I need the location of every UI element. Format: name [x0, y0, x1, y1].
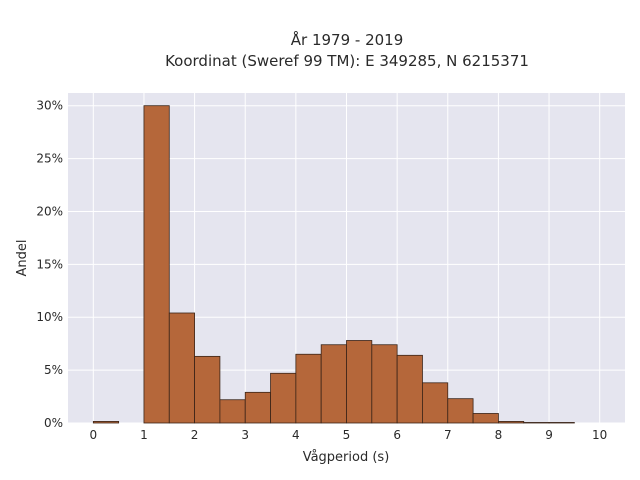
x-tick-label: 1 [140, 428, 148, 442]
histogram-bar [346, 340, 373, 424]
y-tick-label: 15% [36, 257, 63, 271]
x-tick-label: 10 [592, 428, 607, 442]
bars [92, 105, 575, 424]
x-tick-label: 7 [444, 428, 452, 442]
histogram-bar [498, 421, 525, 424]
x-tick-label: 5 [343, 428, 351, 442]
y-tick-label: 5% [44, 363, 63, 377]
histogram-bar [92, 421, 120, 424]
chart-title-line1: År 1979 - 2019 [291, 30, 404, 49]
y-tick-label: 25% [36, 152, 63, 166]
histogram-bar [295, 353, 322, 424]
x-tick-label: 9 [545, 428, 553, 442]
histogram-bar [371, 344, 398, 424]
y-axis-label: Andel [15, 240, 30, 277]
histogram-bar [143, 105, 170, 424]
x-axis-ticks: 0 1 2 3 4 5 6 7 8 9 10 [89, 428, 607, 442]
y-tick-label: 20% [36, 204, 63, 218]
x-tick-label: 8 [495, 428, 503, 442]
histogram-bar [244, 391, 271, 424]
histogram-bar [320, 344, 347, 424]
x-tick-label: 2 [191, 428, 199, 442]
histogram-bar [523, 422, 550, 424]
x-tick-label: 4 [292, 428, 300, 442]
y-axis-ticks: 0% 5% 10% 15% 20% 25% 30% [36, 99, 63, 430]
histogram-bar [422, 382, 449, 424]
x-tick-label: 3 [241, 428, 249, 442]
x-tick-label: 6 [393, 428, 401, 442]
histogram-bar [447, 398, 474, 424]
histogram-bar [548, 422, 575, 424]
histogram-bar [219, 399, 246, 424]
y-tick-label: 30% [36, 99, 63, 113]
histogram-bar [396, 354, 423, 424]
chart-title-line2: Koordinat (Sweref 99 TM): E 349285, N 62… [165, 52, 529, 70]
histogram-bar [472, 413, 499, 424]
histogram-bar [194, 355, 221, 424]
x-axis-label: Vågperiod (s) [303, 450, 390, 465]
histogram-bar [270, 372, 297, 424]
x-tick-label: 0 [89, 428, 97, 442]
y-tick-label: 0% [44, 416, 63, 430]
histogram-bar [168, 312, 195, 424]
y-tick-label: 10% [36, 310, 63, 324]
